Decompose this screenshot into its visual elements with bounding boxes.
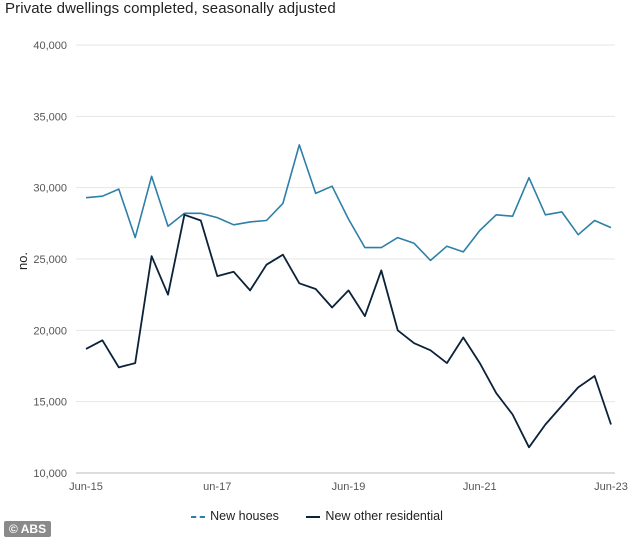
source-badge: © ABS bbox=[4, 521, 52, 537]
y-tick-label: 35,000 bbox=[33, 111, 67, 123]
series-lines bbox=[85, 144, 612, 449]
y-tick-label: 30,000 bbox=[33, 183, 67, 195]
y-tick-label: 40,000 bbox=[33, 40, 67, 52]
legend-label-new-other-residential: New other residential bbox=[325, 509, 443, 523]
legend-swatch-new-houses bbox=[191, 515, 206, 518]
legend-item-new-houses[interactable]: New houses bbox=[191, 509, 279, 523]
y-tick-label: 25,000 bbox=[33, 254, 67, 266]
x-tick-label: Jun-23 bbox=[594, 481, 628, 493]
legend-label-new-houses: New houses bbox=[210, 509, 279, 523]
x-tick-label: Jun-21 bbox=[463, 481, 497, 493]
legend: New houses New other residential bbox=[0, 509, 634, 523]
x-tick-label: un-17 bbox=[203, 481, 231, 493]
series-line-new-other-residential[interactable] bbox=[85, 213, 612, 449]
x-tick-label: Jun-19 bbox=[332, 481, 366, 493]
y-tick-label: 20,000 bbox=[33, 325, 67, 337]
y-axis-ticks: 10,000 15,000 20,000 25,000 30,000 35,000 40,0… bbox=[33, 40, 67, 480]
y-tick-label: 10,000 bbox=[33, 468, 67, 480]
series-line-new-houses[interactable] bbox=[85, 144, 612, 262]
legend-swatch-new-other-residential bbox=[306, 515, 321, 518]
y-tick-label: 15,000 bbox=[33, 397, 67, 409]
gridlines bbox=[76, 44, 615, 474]
line-chart: 10,000 15,000 20,000 25,000 30,000 35,000 40,0… bbox=[15, 40, 628, 493]
y-axis-label: no. bbox=[15, 252, 30, 270]
legend-item-new-other-residential[interactable]: New other residential bbox=[306, 509, 443, 523]
chart-title: Private dwellings completed, seasonally … bbox=[5, 0, 336, 17]
x-tick-label: Jun-15 bbox=[69, 481, 103, 493]
x-axis-ticks: Jun-15 un-17 Jun-19 Jun-21 Jun-23 bbox=[69, 481, 628, 493]
